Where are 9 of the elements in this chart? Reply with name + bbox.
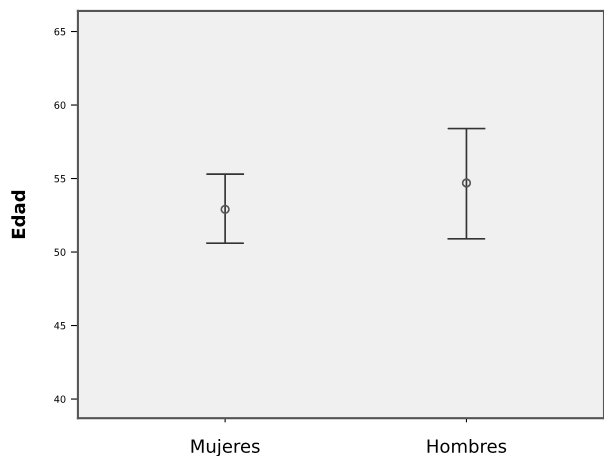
y-tick-label: 50 — [54, 248, 66, 256]
x-tick-label: Hombres — [428, 438, 506, 453]
y-tick-label: 65 — [54, 28, 66, 36]
y-tick-label: 60 — [54, 102, 66, 109]
x-tick-label: Mujeres — [192, 438, 260, 456]
y-tick-label: 45 — [54, 322, 66, 330]
y-tick-label: 55 — [54, 175, 66, 182]
y-tick-label: 40 — [54, 396, 66, 403]
y-axis-title: Edad — [11, 190, 26, 238]
